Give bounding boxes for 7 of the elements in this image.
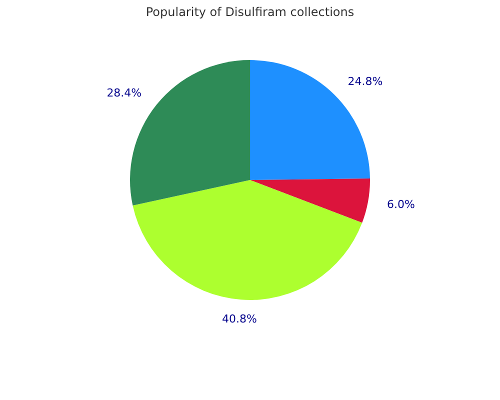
pie-slice (250, 178, 370, 223)
data-label: 40.8% (222, 312, 257, 326)
pie-slice (132, 180, 362, 300)
data-label: 6.0% (387, 198, 416, 212)
data-label: 24.8% (348, 74, 383, 88)
data-label: 28.4% (106, 86, 142, 100)
chart-title: Popularity of Disulfiram collections (146, 5, 354, 19)
